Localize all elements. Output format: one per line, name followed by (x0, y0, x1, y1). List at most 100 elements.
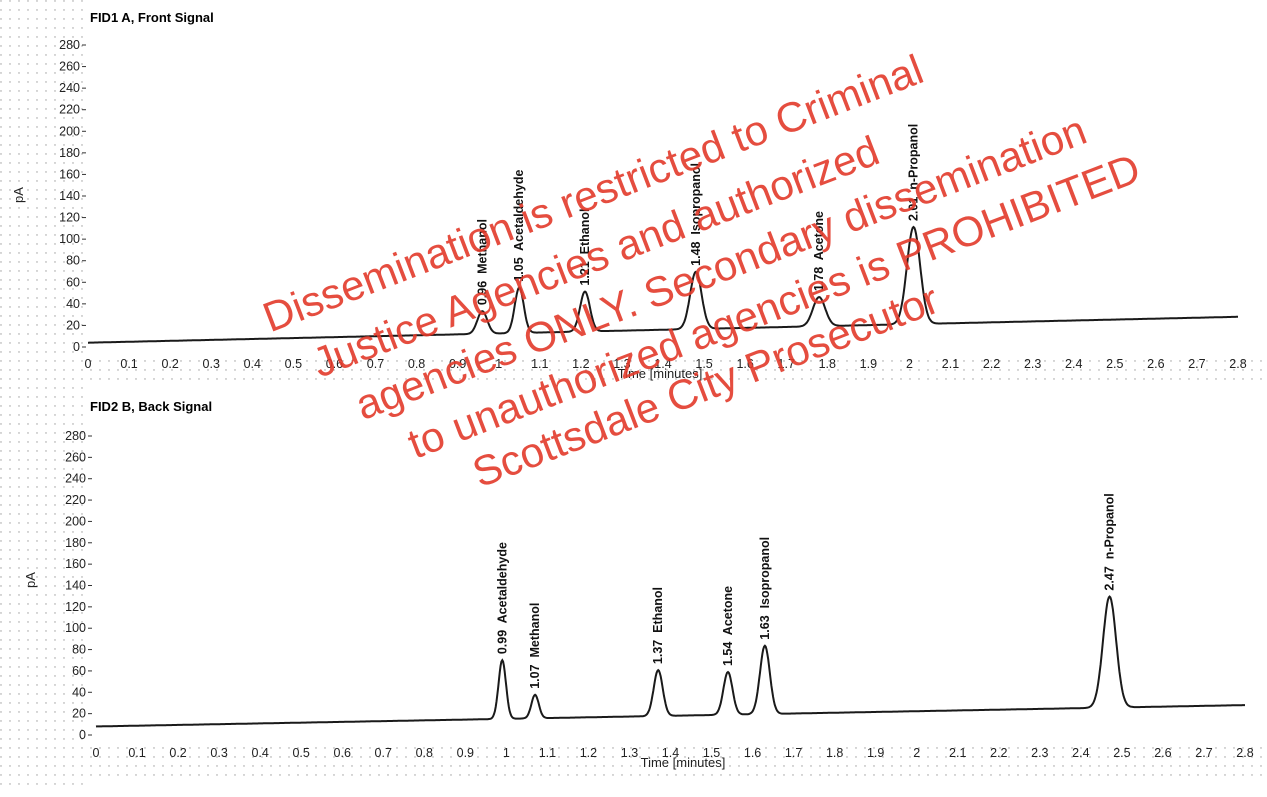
back-x-axis-label: Time [minutes] (641, 755, 726, 770)
x-tick-label: 2.3 (1024, 357, 1041, 371)
x-tick-label: 1.7 (785, 746, 802, 760)
peak-label: 0.96 Methanol (475, 219, 489, 305)
y-tick-label: 260 (59, 60, 80, 74)
y-tick-label: 140 (59, 189, 80, 203)
x-tick-label: 1.4 (654, 357, 671, 371)
x-tick-label: 0.3 (210, 746, 227, 760)
y-tick-label: 40 (66, 297, 80, 311)
peak-label: 1.78 Acetone (812, 211, 826, 291)
y-tick-label: 0 (79, 728, 86, 742)
x-tick-label: 2.6 (1147, 357, 1164, 371)
front-signal-panel: FID1 A, Front Signal pA Time [minutes] 0… (11, 10, 1247, 381)
x-tick-label: 1.1 (539, 746, 556, 760)
x-tick-label: 0.1 (128, 746, 145, 760)
dot-grid-left-bottom (0, 400, 88, 792)
front-y-axis-label: pA (11, 187, 26, 203)
back-x-ticks: 0 0.1 0.2 0.3 0.4 0.5 0.6 0.7 0.8 0.9 1 1.1 1.2 1.3 1.… (93, 746, 1254, 760)
back-signal-panel: FID2 B, Back Signal pA Time [minutes] 0 2… (23, 399, 1254, 770)
y-tick-label: 100 (65, 621, 86, 635)
x-tick-label: 1.7 (778, 357, 795, 371)
x-tick-label: 2.2 (990, 746, 1007, 760)
x-tick-label: 2.4 (1072, 746, 1089, 760)
x-tick-label: 2.3 (1031, 746, 1048, 760)
x-tick-label: 2.1 (949, 746, 966, 760)
x-tick-label: 0.5 (285, 357, 302, 371)
peak-label: 1.05 Acetaldehyde (512, 170, 526, 282)
back-y-axis-label: pA (23, 572, 38, 588)
x-tick-label: 0.2 (161, 357, 178, 371)
peak-label: 2.47 n-Propanol (1103, 493, 1117, 590)
x-tick-label: 0.9 (457, 746, 474, 760)
x-tick-label: 1.6 (744, 746, 761, 760)
x-tick-label: 0.8 (408, 357, 425, 371)
y-tick-label: 180 (65, 536, 86, 550)
front-peak-labels: 0.96 Methanol 1.05 Acetaldehyde 1.21 Ethan… (475, 124, 920, 305)
front-y-ticks: 0 20 40 60 80 100 120 140 160 180 200 220 240 260 280 (59, 38, 86, 354)
x-tick-label: 2.5 (1106, 357, 1123, 371)
x-tick-label: 0.3 (203, 357, 220, 371)
x-tick-label: 2.8 (1236, 746, 1253, 760)
y-tick-label: 0 (73, 340, 80, 354)
dot-grid-bottom-top (88, 355, 1267, 385)
x-tick-label: 1.2 (572, 357, 589, 371)
x-tick-label: 1.2 (580, 746, 597, 760)
x-tick-label: 2.5 (1113, 746, 1130, 760)
x-tick-label: 1.6 (736, 357, 753, 371)
x-tick-label: 2.6 (1154, 746, 1171, 760)
peak-label: 0.99 Acetaldehyde (495, 542, 509, 654)
y-tick-label: 60 (72, 664, 86, 678)
x-tick-label: 1.4 (662, 746, 679, 760)
back-y-ticks: 0 20 40 60 80 100 120 140 160 180 200 220 240 260 280 (65, 429, 92, 742)
x-tick-label: 0.4 (251, 746, 268, 760)
x-tick-label: 1.1 (531, 357, 548, 371)
x-tick-label: 0.1 (120, 357, 137, 371)
peak-label: 1.21 Ethanol (578, 208, 592, 285)
y-tick-label: 260 (65, 450, 86, 464)
y-tick-label: 40 (72, 685, 86, 699)
x-tick-label: 1.3 (621, 746, 638, 760)
x-tick-label: 0.8 (416, 746, 433, 760)
x-tick-label: 2.7 (1195, 746, 1212, 760)
y-tick-label: 60 (66, 275, 80, 289)
peak-label: 1.48 Isopropanol (689, 163, 703, 266)
x-tick-label: 0.7 (367, 357, 384, 371)
peak-label: 2.01 n-Propanol (907, 124, 921, 221)
y-tick-label: 120 (65, 600, 86, 614)
front-signal-title: FID1 A, Front Signal (90, 10, 214, 25)
x-tick-label: 2.4 (1065, 357, 1082, 371)
y-tick-label: 20 (72, 707, 86, 721)
y-tick-label: 280 (59, 38, 80, 52)
dot-grid-bottom-bottom (88, 742, 1267, 782)
x-tick-label: 1.9 (860, 357, 877, 371)
x-tick-label: 0.6 (326, 357, 343, 371)
x-tick-label: 1 (503, 746, 510, 760)
y-tick-label: 220 (59, 103, 80, 117)
peak-label: 1.63 Isopropanol (758, 537, 772, 640)
y-tick-label: 140 (65, 579, 86, 593)
front-signal-trace (88, 225, 1238, 344)
y-tick-label: 80 (72, 643, 86, 657)
y-tick-label: 80 (66, 254, 80, 268)
x-tick-label: 1.5 (703, 746, 720, 760)
y-tick-label: 20 (66, 318, 80, 332)
x-tick-label: 0 (93, 746, 100, 760)
y-tick-label: 160 (65, 557, 86, 571)
x-tick-label: 0.2 (169, 746, 186, 760)
x-tick-label: 1 (495, 357, 502, 371)
peak-label: 1.54 Acetone (721, 586, 735, 666)
peak-label: 1.37 Ethanol (651, 587, 665, 664)
y-tick-label: 200 (65, 514, 86, 528)
y-tick-label: 200 (59, 124, 80, 138)
x-tick-label: 1.9 (867, 746, 884, 760)
x-tick-label: 1.5 (695, 357, 712, 371)
y-tick-label: 120 (59, 211, 80, 225)
x-tick-label: 1.3 (613, 357, 630, 371)
x-tick-label: 2 (906, 357, 913, 371)
back-signal-trace (95, 595, 1245, 728)
y-tick-label: 240 (65, 472, 86, 486)
front-x-axis-label: Time [minutes] (618, 366, 703, 381)
y-tick-label: 220 (65, 493, 86, 507)
y-tick-label: 100 (59, 232, 80, 246)
